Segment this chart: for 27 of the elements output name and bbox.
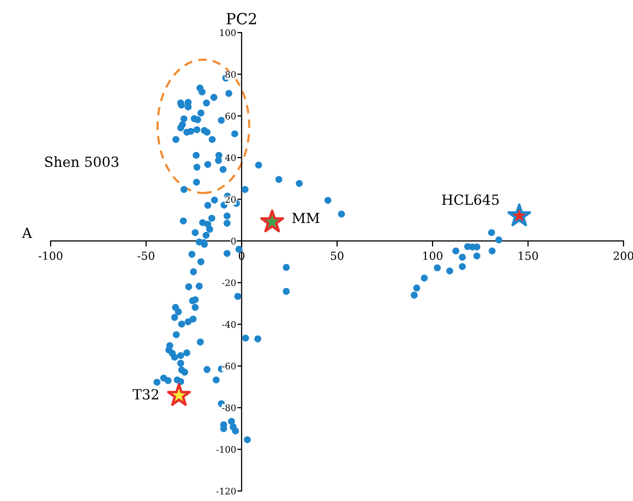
x-tick-label: 100	[423, 252, 442, 260]
series-label: T32	[132, 389, 158, 400]
y-axis-title: PC2	[226, 12, 256, 24]
y-tick-label: -60	[222, 362, 236, 370]
text: A	[22, 228, 32, 238]
y-tick-label: 80	[225, 70, 236, 78]
y-tick-label: 0	[231, 238, 236, 244]
y-tick-label: 100	[220, 29, 236, 36]
annotation: Shen 5003	[45, 156, 118, 168]
x-tick-label: -100	[38, 252, 62, 260]
y-tick-label: -80	[222, 404, 236, 412]
x-tick-label: 200	[614, 252, 633, 260]
x-tick-label: -50	[138, 252, 154, 260]
series-label: HCL645	[442, 194, 499, 205]
y-tick-label: 20	[225, 196, 236, 203]
point	[260, 210, 284, 232]
y-tick-label: 40	[225, 154, 236, 162]
series-label: MM	[292, 212, 320, 224]
x-tick-label: 150	[518, 252, 538, 260]
y-tick-label: -100	[216, 446, 236, 453]
point	[507, 203, 532, 226]
y-tick-label: -40	[222, 321, 236, 328]
point	[167, 383, 191, 406]
y-tick-label: 60	[225, 112, 236, 120]
y-tick-label: -20	[222, 279, 236, 286]
x-tick-label: 50	[330, 252, 344, 260]
y-tick-label: -120	[216, 488, 236, 495]
